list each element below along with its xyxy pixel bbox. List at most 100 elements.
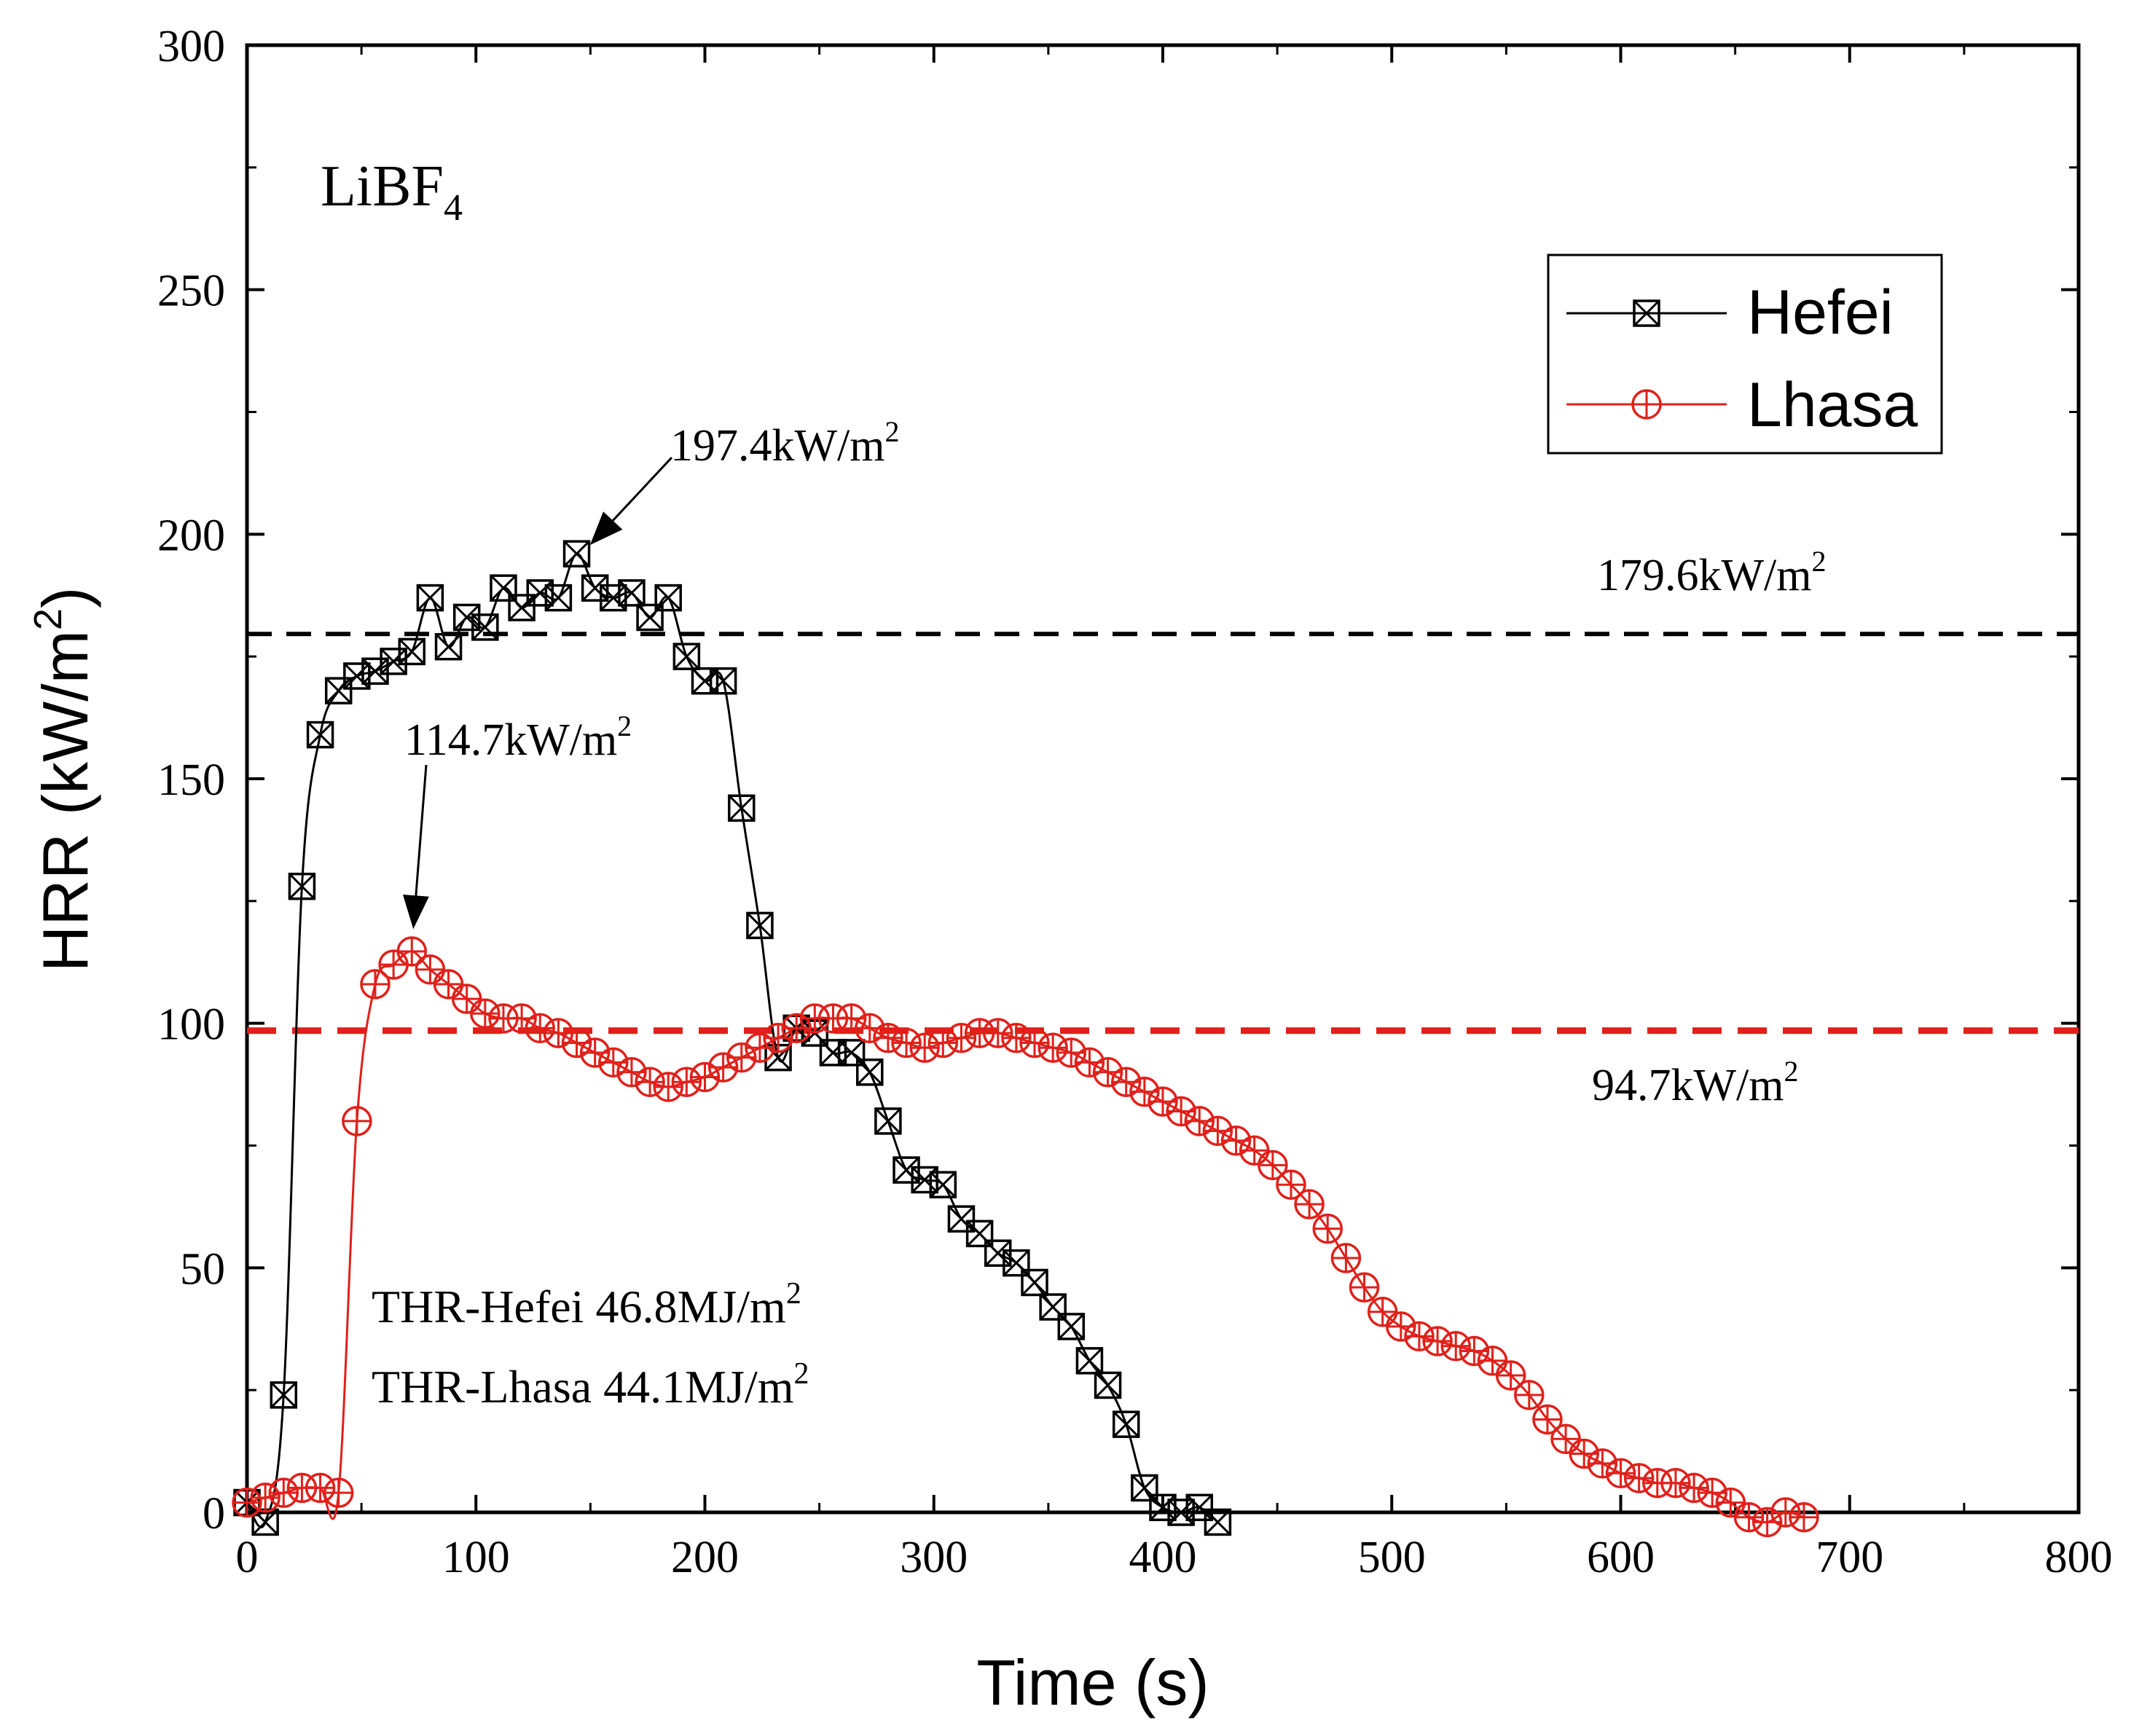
data-point-lhasa bbox=[946, 1023, 977, 1053]
data-point-lhasa bbox=[1422, 1326, 1453, 1356]
data-point-lhasa bbox=[342, 1106, 372, 1136]
data-point-lhasa bbox=[1495, 1360, 1526, 1391]
data-point-lhasa bbox=[671, 1067, 702, 1097]
data-point-lhasa bbox=[1349, 1272, 1380, 1303]
series-markers bbox=[232, 540, 1819, 1538]
data-point-lhasa bbox=[927, 1027, 959, 1059]
arrow-peak-hefei bbox=[612, 456, 673, 522]
marker-cross-b bbox=[600, 584, 627, 611]
data-point-hefei bbox=[984, 1239, 1012, 1267]
data-point-lhasa bbox=[1514, 1380, 1545, 1410]
marker-square bbox=[965, 1219, 994, 1248]
data-point-lhasa bbox=[1789, 1501, 1819, 1533]
data-point-lhasa bbox=[982, 1018, 1013, 1048]
data-point-hefei bbox=[819, 1039, 847, 1067]
marker-cross-b bbox=[655, 584, 682, 611]
marker-cross-b bbox=[563, 541, 590, 567]
x-tick-label: 500 bbox=[1358, 1533, 1426, 1582]
x-tick-label: 800 bbox=[2045, 1533, 2113, 1582]
marker-cross-b bbox=[1186, 1494, 1213, 1521]
legend: Hefei Lhasa bbox=[1547, 254, 1943, 455]
marker-square bbox=[1021, 1268, 1048, 1297]
data-point-lhasa bbox=[1404, 1321, 1435, 1352]
marker-square bbox=[471, 613, 499, 641]
data-point-hefei bbox=[874, 1107, 902, 1135]
data-point-lhasa bbox=[873, 1023, 903, 1053]
marker-square bbox=[581, 574, 609, 602]
data-point-hefei bbox=[324, 677, 353, 704]
marker-square bbox=[709, 667, 737, 695]
data-point-hefei bbox=[746, 911, 774, 940]
data-point-lhasa bbox=[1220, 1126, 1252, 1156]
data-point-lhasa bbox=[1239, 1135, 1270, 1166]
marker-square bbox=[508, 594, 536, 621]
data-point-lhasa bbox=[1440, 1330, 1471, 1362]
data-point-lhasa bbox=[1477, 1346, 1508, 1376]
marker-square bbox=[1057, 1313, 1086, 1340]
marker-square bbox=[270, 1381, 298, 1409]
data-point-hefei bbox=[856, 1059, 884, 1086]
data-point-lhasa bbox=[1733, 1501, 1765, 1533]
data-point-lhasa bbox=[305, 1472, 336, 1504]
marker-cross-b bbox=[380, 648, 407, 675]
marker-cross-b bbox=[581, 575, 608, 602]
marker-square bbox=[856, 1059, 884, 1086]
legend-marker-symbol-hefei bbox=[1633, 299, 1660, 327]
data-point-hefei bbox=[471, 613, 499, 641]
x-axis-title: Time (s) bbox=[976, 1646, 1209, 1719]
data-point-lhasa bbox=[1532, 1404, 1563, 1435]
marker-square bbox=[1204, 1508, 1232, 1536]
marker-cross-b bbox=[984, 1240, 1011, 1267]
annotation-peak-hefei: 197.4kW/m2 bbox=[670, 415, 899, 471]
marker-square bbox=[1112, 1410, 1140, 1438]
marker-cross-b bbox=[948, 1206, 975, 1233]
marker-square bbox=[1094, 1371, 1122, 1399]
data-point-lhasa bbox=[1166, 1096, 1196, 1127]
marker-square bbox=[434, 632, 463, 661]
annotation-peak-lhasa: 114.7kW/m2 bbox=[404, 710, 632, 765]
data-point-hefei bbox=[892, 1156, 920, 1184]
data-point-hefei bbox=[1057, 1313, 1086, 1340]
marker-cross-b bbox=[673, 643, 700, 670]
data-point-hefei bbox=[361, 657, 389, 686]
legend-marker-symbol-lhasa bbox=[1631, 389, 1662, 420]
marker-square bbox=[1003, 1249, 1030, 1277]
marker-cross-b bbox=[307, 721, 334, 748]
marker-square bbox=[1131, 1474, 1158, 1502]
data-point-lhasa bbox=[250, 1482, 280, 1513]
marker-square bbox=[1633, 299, 1660, 327]
data-point-lhasa bbox=[891, 1027, 922, 1059]
data-point-hefei bbox=[434, 632, 463, 661]
marker-cross-b bbox=[746, 912, 773, 939]
data-point-hefei bbox=[1094, 1371, 1122, 1399]
marker-cross-b bbox=[343, 662, 370, 690]
data-point-hefei bbox=[288, 872, 316, 900]
marker-cross-b bbox=[289, 873, 315, 900]
reference-label-lhasa-mean: 94.7kW/m2 bbox=[1592, 1055, 1798, 1110]
data-point-lhasa bbox=[1294, 1189, 1325, 1219]
legend-box bbox=[1547, 254, 1943, 455]
y-tick-labels: 0 50 100 150 200 250 300 bbox=[157, 22, 225, 1539]
marker-cross-b bbox=[710, 667, 737, 694]
marker-cross-b bbox=[453, 604, 480, 631]
marker-cross-b bbox=[1003, 1249, 1029, 1276]
y-tick-label: 50 bbox=[180, 1244, 225, 1294]
y-tick-label: 250 bbox=[157, 267, 225, 316]
x-tick-labels: 0 100 200 300 400 500 600 700 800 bbox=[236, 1533, 2113, 1582]
marker-square bbox=[490, 574, 517, 602]
marker-square bbox=[288, 872, 316, 900]
marker-cross-b bbox=[399, 638, 425, 665]
legend-marker-lhasa bbox=[1631, 389, 1662, 420]
marker-square bbox=[728, 794, 756, 822]
thr-hefei-label: THR-Hefei 46.8MJ/m2 bbox=[372, 1277, 801, 1332]
panel-label: LiBF4 bbox=[321, 154, 463, 229]
data-point-lhasa bbox=[1605, 1458, 1636, 1489]
data-point-lhasa bbox=[1660, 1467, 1691, 1499]
data-point-lhasa bbox=[451, 983, 482, 1014]
data-point-lhasa bbox=[543, 1018, 574, 1048]
marker-square bbox=[874, 1107, 902, 1135]
marker-square bbox=[452, 603, 481, 632]
data-point-lhasa bbox=[415, 954, 446, 985]
marker-cross-b bbox=[361, 658, 389, 685]
